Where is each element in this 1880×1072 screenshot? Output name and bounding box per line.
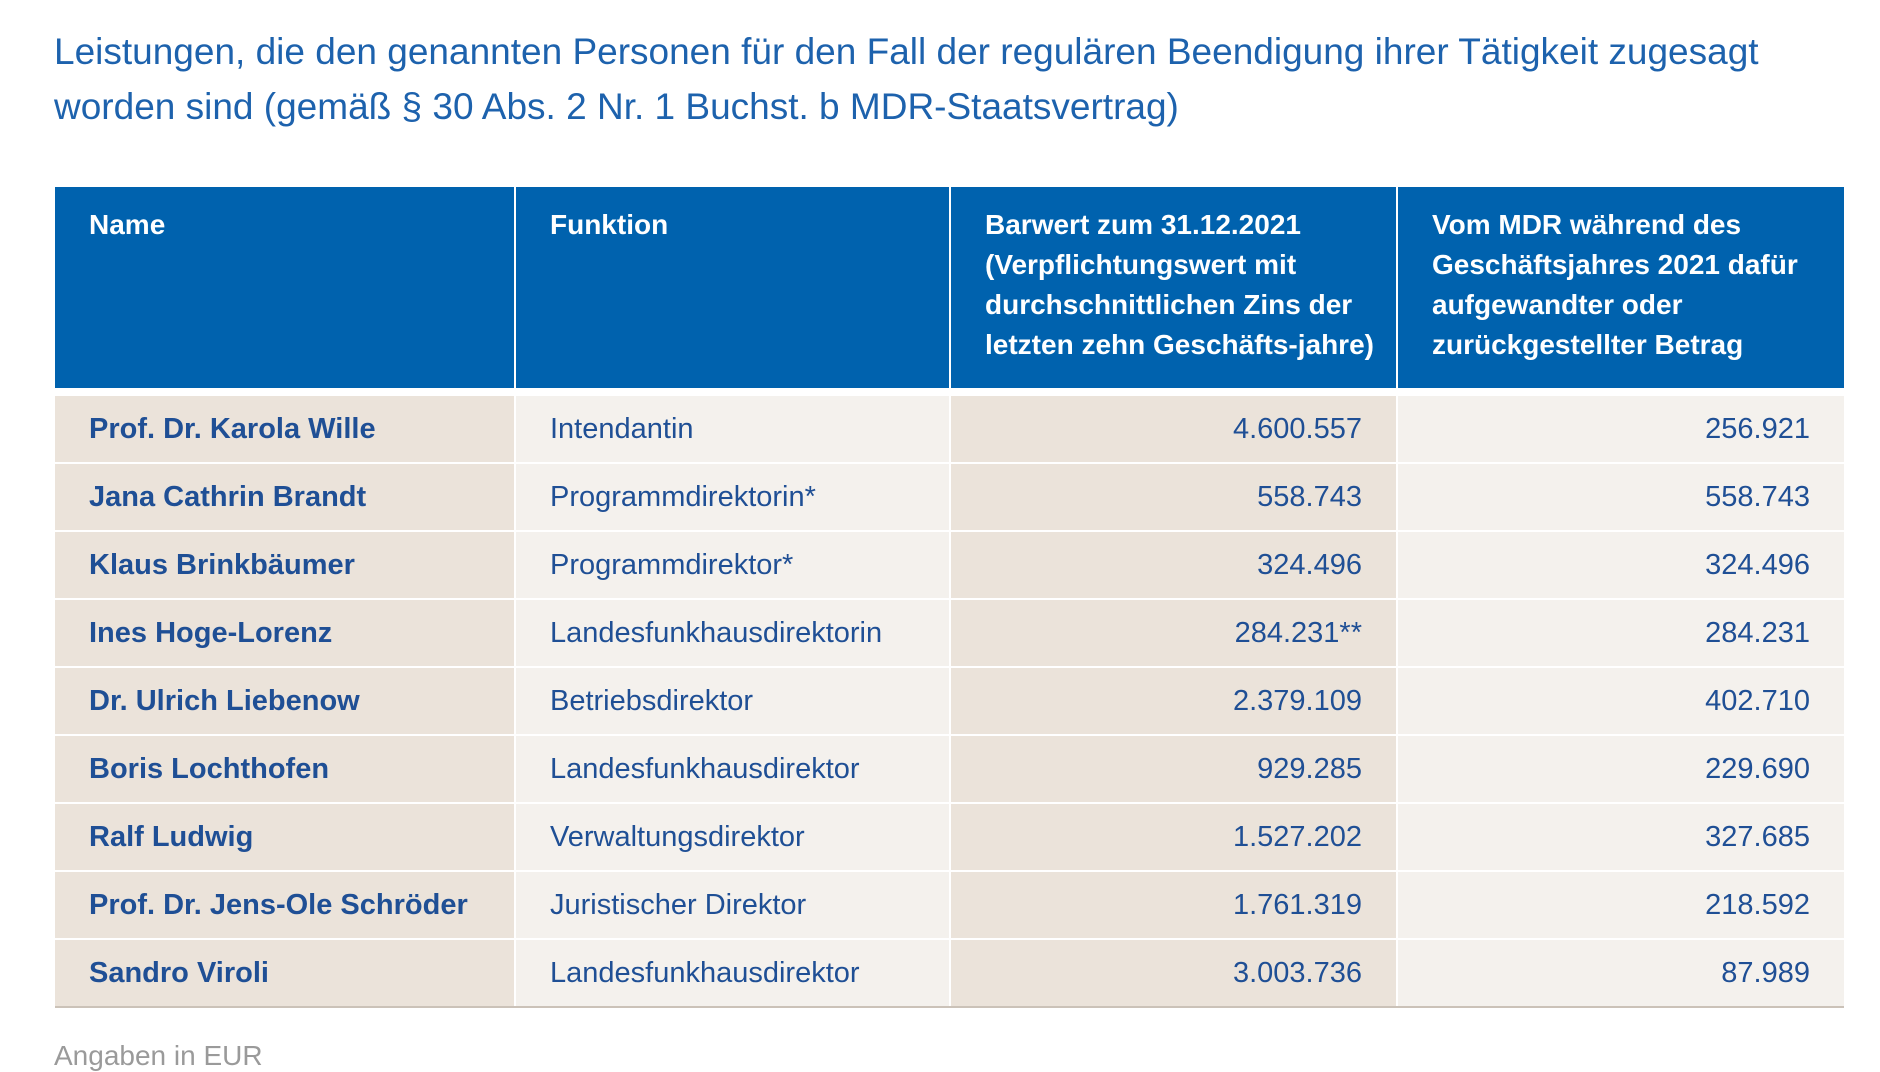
table-cell: 87.989 <box>1398 940 1844 1006</box>
table-cell: 256.921 <box>1398 396 1844 462</box>
table-cell: Verwaltungsdirektor <box>516 804 949 870</box>
table-cell: 218.592 <box>1398 872 1844 938</box>
table-cell: Jana Cathrin Brandt <box>55 464 514 530</box>
table-cell: Landesfunkhausdirektorin <box>516 600 949 666</box>
table-cell: Landesfunkhausdirektor <box>516 940 949 1006</box>
header-cell: Funktion <box>516 187 949 388</box>
table-cell: 324.496 <box>1398 532 1844 598</box>
table-cell: Dr. Ulrich Liebenow <box>55 668 514 734</box>
header-gap <box>55 390 1844 394</box>
table-cell: Klaus Brinkbäumer <box>55 532 514 598</box>
table-cell: Ralf Ludwig <box>55 804 514 870</box>
table-cell: 1.761.319 <box>951 872 1396 938</box>
table-cell: 284.231** <box>951 600 1396 666</box>
table-cell: Intendantin <box>516 396 949 462</box>
table-cell: 402.710 <box>1398 668 1844 734</box>
header-cell: Vom MDR während des Geschäftsjahres 2021… <box>1398 187 1844 388</box>
header-cell: Name <box>55 187 514 388</box>
table-cell: Boris Lochthofen <box>55 736 514 802</box>
table-cell: 4.600.557 <box>951 396 1396 462</box>
table-cell: 284.231 <box>1398 600 1844 666</box>
table-cell: 324.496 <box>951 532 1396 598</box>
table-cell: 1.527.202 <box>951 804 1396 870</box>
table-cell: 3.003.736 <box>951 940 1396 1006</box>
table-cell: 558.743 <box>1398 464 1844 530</box>
table: Name Funktion Barwert zum 31.12.2021 (Verp… <box>55 187 1844 1006</box>
title: Leistungen, die den genannten Personen f… <box>54 31 1759 127</box>
header-cell: Barwert zum 31.12.2021 (Verpflichtungswe… <box>951 187 1396 388</box>
table-cell: 2.379.109 <box>951 668 1396 734</box>
table-cell: 929.285 <box>951 736 1396 802</box>
table-cell: Ines Hoge-Lorenz <box>55 600 514 666</box>
table-cell: Landesfunkhausdirektor <box>516 736 949 802</box>
table-cell: Prof. Dr. Jens-Ole Schröder <box>55 872 514 938</box>
table-cell: Programmdirektorin* <box>516 464 949 530</box>
table-cell: Programmdirektor* <box>516 532 949 598</box>
table-cell: 327.685 <box>1398 804 1844 870</box>
table-cell: 558.743 <box>951 464 1396 530</box>
table-cell: Betriebsdirektor <box>516 668 949 734</box>
table-cell: 229.690 <box>1398 736 1844 802</box>
table-cell: Prof. Dr. Karola Wille <box>55 396 514 462</box>
table-cell: Sandro Viroli <box>55 940 514 1006</box>
footnote: Angaben in EUR <box>54 1040 263 1071</box>
table-cell: Juristischer Direktor <box>516 872 949 938</box>
table-rule <box>55 1006 1844 1008</box>
